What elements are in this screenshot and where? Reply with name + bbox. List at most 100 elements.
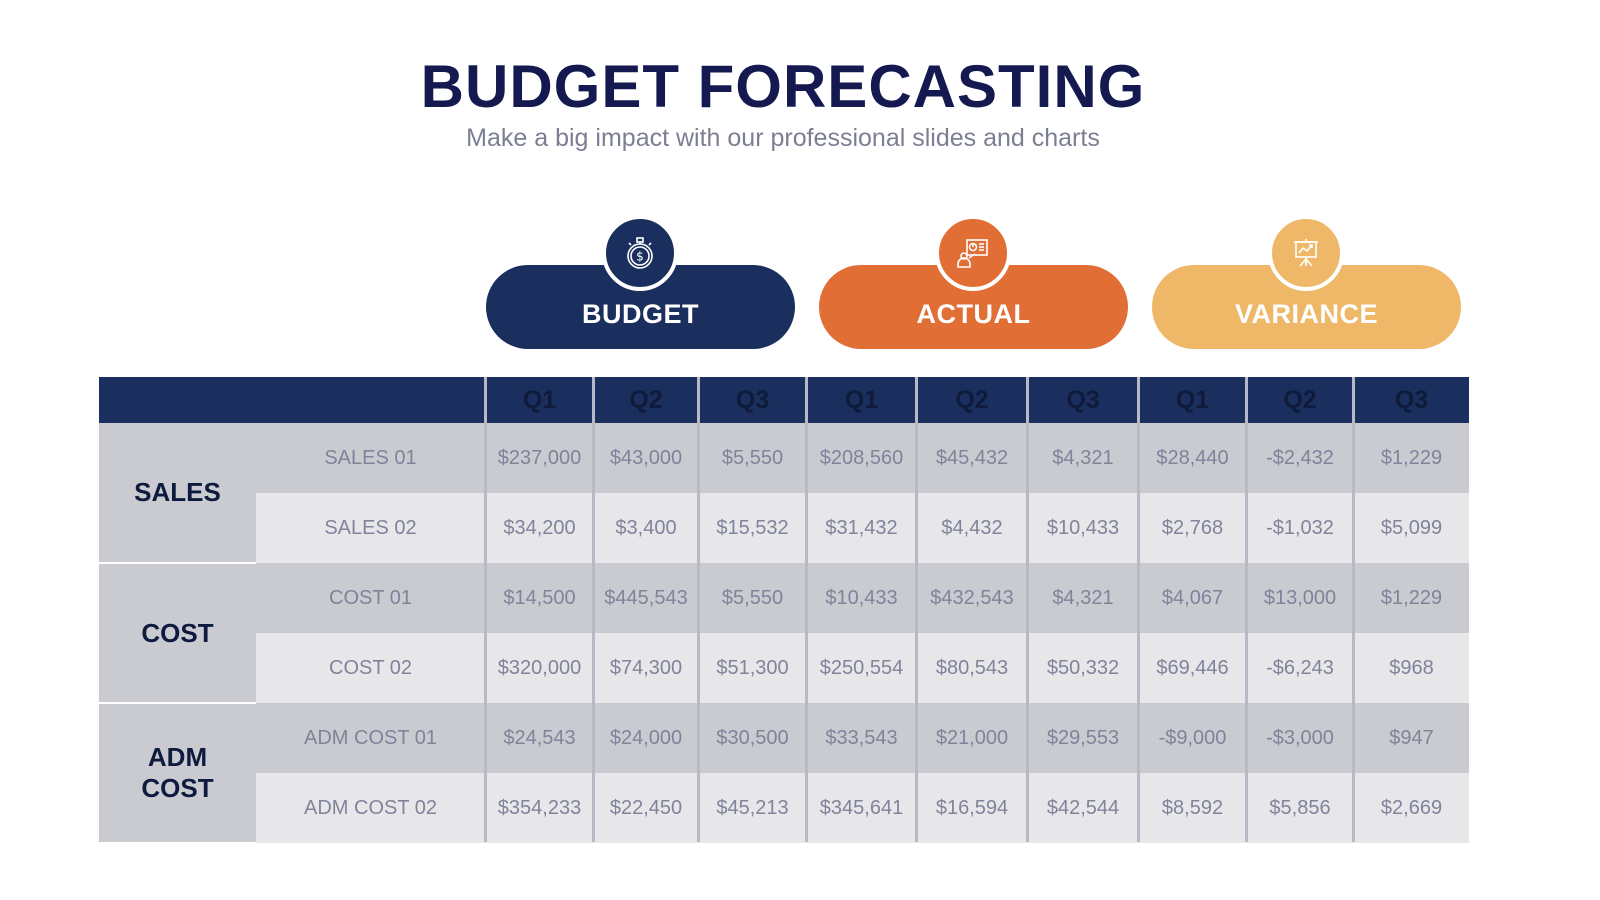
table-cell: -$3,000 [1266, 726, 1334, 749]
table-cell: $5,099 [1380, 516, 1443, 539]
page-subtitle: Make a big impact with our professional … [466, 124, 1100, 152]
table-cell: $31,432 [825, 516, 898, 539]
table-cell: $24,543 [503, 726, 576, 749]
table-cell: $4,432 [941, 516, 1003, 539]
column-divider [1352, 377, 1355, 842]
table-cell: $1,229 [1380, 446, 1443, 469]
table-cell: $33,543 [825, 726, 898, 749]
quarter-header: Q1 [1175, 385, 1210, 414]
table-cell: $4,321 [1052, 586, 1114, 609]
table-row: COST 01 $14,500 $445,543 $5,550 $10,433 $432… [256, 563, 1469, 633]
group-adm-cost: ADM COST [99, 704, 256, 842]
stopwatch-dollar-icon: $ [602, 215, 678, 291]
chart-easel-icon [1268, 215, 1344, 291]
table-cell: $74,300 [609, 656, 683, 679]
table-cell: $14,500 [503, 586, 576, 609]
table-cell: -$1,032 [1266, 516, 1334, 539]
page-title: BUDGET FORECASTING [420, 53, 1146, 120]
group-sales: SALES [99, 423, 256, 562]
row-label: ADM COST 01 [304, 726, 437, 749]
table-cell: $10,433 [1046, 516, 1120, 539]
table-cell: $15,532 [716, 516, 789, 539]
table-cell: $5,856 [1269, 796, 1331, 819]
table-cell: $80,543 [935, 656, 1009, 679]
table-cell: $947 [1389, 726, 1434, 749]
table-cell: $250,554 [819, 656, 904, 679]
quarter-header: Q3 [1394, 385, 1429, 414]
table-cell: $21,000 [935, 726, 1009, 749]
table-cell: $968 [1389, 656, 1434, 679]
table-cell: -$2,432 [1266, 446, 1334, 469]
group-label: COST [141, 617, 214, 648]
presenter-chart-icon [935, 215, 1011, 291]
quarter-header: Q1 [844, 385, 879, 414]
table-row: ADM COST 01 $24,543 $24,000 $30,500 $33,543… [256, 703, 1469, 773]
table-cell: $24,000 [609, 726, 683, 749]
table-cell: $43,000 [609, 446, 683, 469]
table-cell: $45,432 [935, 446, 1009, 469]
table-cell: $69,446 [1156, 656, 1229, 679]
table-cell: $5,550 [721, 446, 784, 469]
table-cell: $2,669 [1380, 796, 1443, 819]
table-cell: $50,332 [1046, 656, 1120, 679]
table-cell: $237,000 [497, 446, 582, 469]
table-cell: $13,000 [1263, 586, 1337, 609]
actual-label: ACTUAL [916, 298, 1031, 329]
table-row: COST 02 $320,000 $74,300 $51,300 $250,554 $8… [256, 633, 1469, 703]
table-row: SALES 02 $34,200 $3,400 $15,532 $31,432 $4,4… [256, 493, 1469, 563]
table-cell: $4,067 [1161, 586, 1224, 609]
row-label: SALES 02 [324, 516, 417, 539]
actual-header: ACTUAL [819, 265, 1128, 349]
column-divider [915, 377, 918, 842]
row-label: COST 02 [329, 656, 412, 679]
quarter-header: Q3 [735, 385, 770, 414]
column-divider [1026, 377, 1029, 842]
table-cell: $2,768 [1161, 516, 1224, 539]
table-cell: $29,553 [1046, 726, 1120, 749]
column-divider [484, 377, 487, 842]
table-cell: $45,213 [716, 796, 789, 819]
group-label: ADM COST [141, 742, 214, 803]
table-cell: -$6,243 [1266, 656, 1334, 679]
table-cell: $432,543 [930, 586, 1014, 609]
quarter-header: Q3 [1066, 385, 1100, 414]
table-cell: $445,543 [604, 586, 688, 609]
group-divider [99, 702, 256, 704]
row-label: COST 01 [329, 586, 412, 609]
table-cell: $28,440 [1156, 446, 1229, 469]
table-cell: -$9,000 [1158, 726, 1227, 749]
table-cell: $30,500 [716, 726, 789, 749]
column-divider [697, 377, 700, 842]
budget-table: Q1 Q2 Q3 Q1 Q2 Q3 Q1 Q2 Q3 SALES 01 $237,000 $43,… [99, 377, 1469, 843]
column-divider [1137, 377, 1140, 842]
table-cell: $16,594 [935, 796, 1009, 819]
svg-text:$: $ [636, 250, 644, 264]
column-divider [1245, 377, 1248, 842]
table-cell: $3,400 [615, 516, 677, 539]
table-cell: $354,233 [497, 796, 582, 819]
variance-label: VARIANCE [1234, 298, 1378, 329]
row-label: ADM COST 02 [304, 796, 437, 819]
table-cell: $10,433 [825, 586, 898, 609]
column-divider [592, 377, 595, 842]
table-cell: $42,544 [1046, 796, 1120, 819]
table-cell: $5,550 [721, 586, 784, 609]
quarter-header: Q2 [629, 385, 663, 414]
table-cell: $34,200 [503, 516, 576, 539]
group-cost: COST [99, 564, 256, 702]
table-cell: $345,641 [819, 796, 904, 819]
group-label: SALES [134, 477, 221, 507]
quarter-header: Q2 [955, 385, 989, 414]
table-cell: $1,229 [1380, 586, 1443, 609]
column-divider [805, 377, 808, 842]
table-cell: $22,450 [609, 796, 683, 819]
group-divider [99, 562, 256, 564]
table-row: SALES 01 $237,000 $43,000 $5,550 $208,560 $4… [256, 423, 1469, 493]
table-cell: $8,592 [1161, 796, 1224, 819]
quarter-header: Q1 [522, 385, 557, 414]
budget-label: BUDGET [582, 298, 699, 329]
table-cell: $320,000 [497, 656, 582, 679]
table-cell: $208,560 [819, 446, 904, 469]
table-cell: $51,300 [716, 656, 789, 679]
table-header [99, 377, 1469, 423]
